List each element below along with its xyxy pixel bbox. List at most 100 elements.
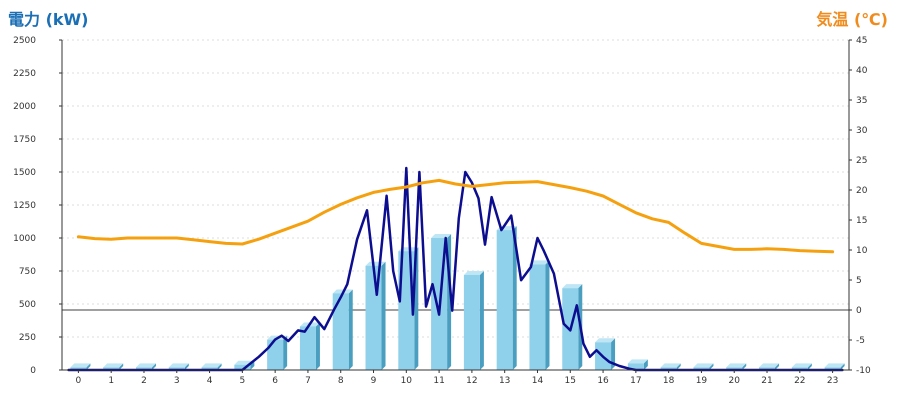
right-tick-label: 20 [856,186,868,196]
x-tick-label: 20 [729,376,741,386]
x-tick-label: 9 [371,376,377,386]
bar-side [86,363,91,370]
right-tick-label: -5 [856,336,865,346]
x-tick-label: 8 [338,376,344,386]
bar [234,364,251,370]
bar-layer [70,226,845,370]
bar [135,367,152,370]
bar-top [726,363,747,368]
bar-side [151,363,156,370]
right-tick-label: 45 [856,36,867,46]
bar-side [184,363,189,370]
bar-top [103,363,124,368]
left-tick-label: 1250 [13,201,36,211]
bar-side [512,226,517,370]
bar-side [775,363,780,370]
x-tick-label: 21 [761,376,772,386]
temperature-line [76,178,835,254]
bar [103,367,120,370]
bar [70,367,87,370]
bar [299,326,316,370]
bar-top [660,363,681,368]
right-tick-label: 30 [856,126,868,136]
bar-side [119,363,124,370]
x-tick-label: 6 [272,376,278,386]
bar [791,367,808,370]
bar-top [70,363,91,368]
right-tick-label: 40 [856,66,868,76]
left-tick-label: 0 [30,366,36,376]
bar-top [791,363,812,368]
left-tick-label: 250 [19,333,36,343]
left-tick-label: 750 [19,267,36,277]
bar-side [217,363,222,370]
bar [529,264,546,370]
left-tick-label: 500 [19,300,36,310]
right-tick-label: 10 [856,246,868,256]
bar-side [742,363,747,370]
bar-side [545,260,550,370]
x-tick-label: 4 [207,376,213,386]
bar [267,339,284,370]
grid-layer [62,39,849,338]
bar [759,367,776,370]
bar-top [135,363,156,368]
x-tick-label: 1 [108,376,114,386]
right-tick-label: 0 [856,306,862,316]
bar-top [595,338,616,343]
bar-top [824,363,845,368]
left-tick-label: 1000 [13,234,36,244]
bar [660,367,677,370]
bar-side [479,270,484,370]
left-tick-label: 2500 [13,36,36,46]
bar-top [693,363,714,368]
right-axis-title: 気温 (℃) [816,10,888,29]
x-tick-label: 2 [141,376,147,386]
bar [463,274,480,370]
bar-side [315,322,320,370]
line-layer [67,166,844,372]
bar-side [840,363,845,370]
left-tick-label: 1500 [13,168,36,178]
x-tick-label: 19 [696,376,708,386]
bar-top [627,359,648,364]
right-tick-label: -10 [856,366,871,376]
x-tick-label: 18 [663,376,675,386]
bar [726,367,743,370]
left-axis-title: 電力 (kW) [8,10,89,29]
x-tick-label: 23 [827,376,838,386]
axis-layer: 02505007501000125015001750200022502500-1… [13,36,871,386]
x-tick-label: 10 [401,376,413,386]
bar-side [250,360,255,370]
x-tick-label: 22 [794,376,805,386]
right-tick-label: 25 [856,156,867,166]
bar-side [283,335,288,370]
bar-top [759,363,780,368]
bar-side [381,261,386,370]
x-tick-label: 13 [499,376,510,386]
bar [693,367,710,370]
x-tick-label: 3 [174,376,180,386]
x-tick-label: 12 [466,376,477,386]
right-tick-label: 15 [856,216,867,226]
bar-side [807,363,812,370]
x-tick-label: 14 [532,376,544,386]
bar [824,367,841,370]
bar [332,293,349,370]
bar-top [529,260,550,265]
bar-top [201,363,222,368]
left-tick-label: 2000 [13,102,36,112]
left-tick-label: 2250 [13,69,36,79]
x-tick-label: 7 [305,376,311,386]
x-tick-label: 15 [565,376,576,386]
bar-side [348,289,353,370]
bar-top [463,270,484,275]
bar-top [562,284,583,289]
bar [627,363,644,370]
x-tick-label: 11 [433,376,444,386]
right-tick-label: 5 [856,276,862,286]
power-line [67,166,844,372]
bar-top [168,363,189,368]
bar [168,367,185,370]
bar [201,367,218,370]
